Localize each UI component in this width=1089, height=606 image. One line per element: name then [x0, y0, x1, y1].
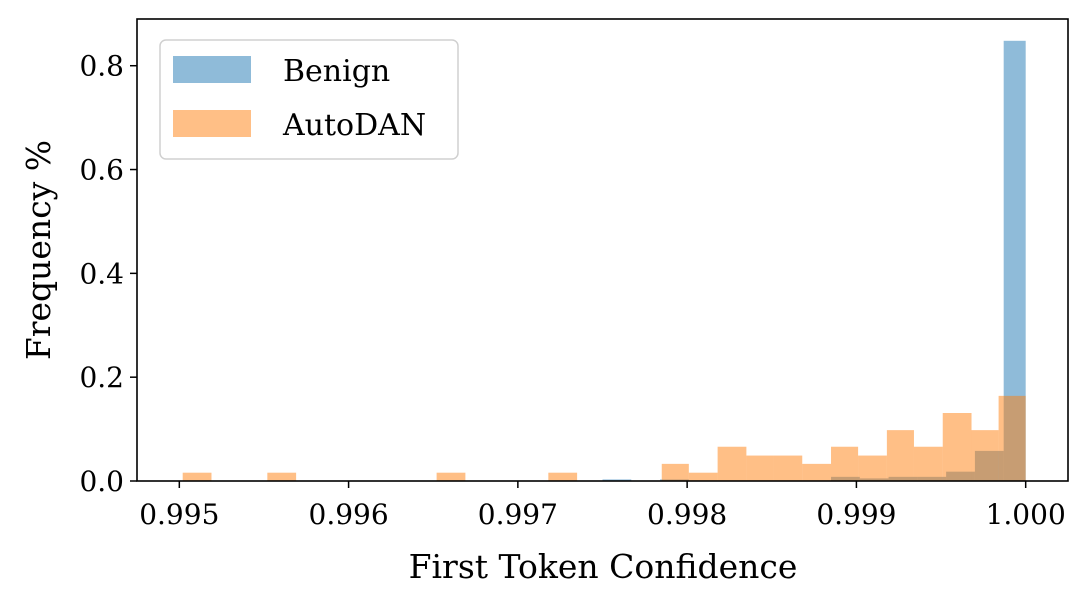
bar-autodan-9: [802, 463, 832, 481]
bar-autodan-15: [971, 430, 999, 481]
bar-autodan-10: [831, 446, 859, 481]
y-axis-ticks: 0.0 0.2 0.4 0.6 0.8: [79, 50, 137, 498]
x-axis-ticks: 0.995 0.996 0.997 0.998 0.999 1.000: [139, 481, 1066, 531]
y-tick-label: 0.6: [79, 154, 124, 187]
legend-label-benign: Benign: [283, 54, 390, 89]
x-tick-label: 1.000: [986, 498, 1066, 531]
x-tick-label: 0.999: [816, 498, 896, 531]
x-tick-label: 0.998: [647, 498, 727, 531]
bar-autodan-7: [746, 455, 774, 481]
bar-autodan-13: [913, 446, 943, 481]
bar-autodan-8: [773, 455, 803, 481]
bar-autodan-16: [998, 395, 1026, 481]
legend-swatch-autodan: [173, 110, 251, 137]
x-axis-label: First Token Confidence: [409, 547, 798, 586]
legend: Benign AutoDAN: [159, 39, 459, 160]
x-tick-label: 0.995: [139, 498, 219, 531]
legend-swatch-benign: [173, 56, 251, 83]
y-tick-label: 0.4: [79, 257, 124, 290]
x-tick-label: 0.996: [309, 498, 389, 531]
y-tick-label: 0.2: [79, 361, 124, 394]
bar-autodan-5: [688, 472, 718, 481]
bar-autodan-0: [182, 472, 212, 481]
y-tick-label: 0.0: [79, 465, 124, 498]
bar-autodan-6: [717, 446, 747, 481]
bar-autodan-11: [858, 455, 887, 481]
bar-autodan-1: [267, 472, 297, 481]
bars-layer: [182, 40, 1026, 482]
x-tick-label: 0.997: [478, 498, 558, 531]
plot-frame: [136, 18, 1069, 482]
bar-autodan-12: [886, 430, 914, 481]
bar-autodan-4: [661, 463, 689, 481]
bar-benign-8: [1003, 40, 1026, 482]
legend-label-autodan: AutoDAN: [282, 108, 426, 143]
bar-autodan-3: [548, 472, 578, 481]
bar-autodan-2: [436, 472, 466, 481]
y-axis-label: Frequency %: [19, 140, 58, 360]
y-tick-label: 0.8: [79, 50, 124, 83]
bar-autodan-14: [942, 413, 972, 481]
